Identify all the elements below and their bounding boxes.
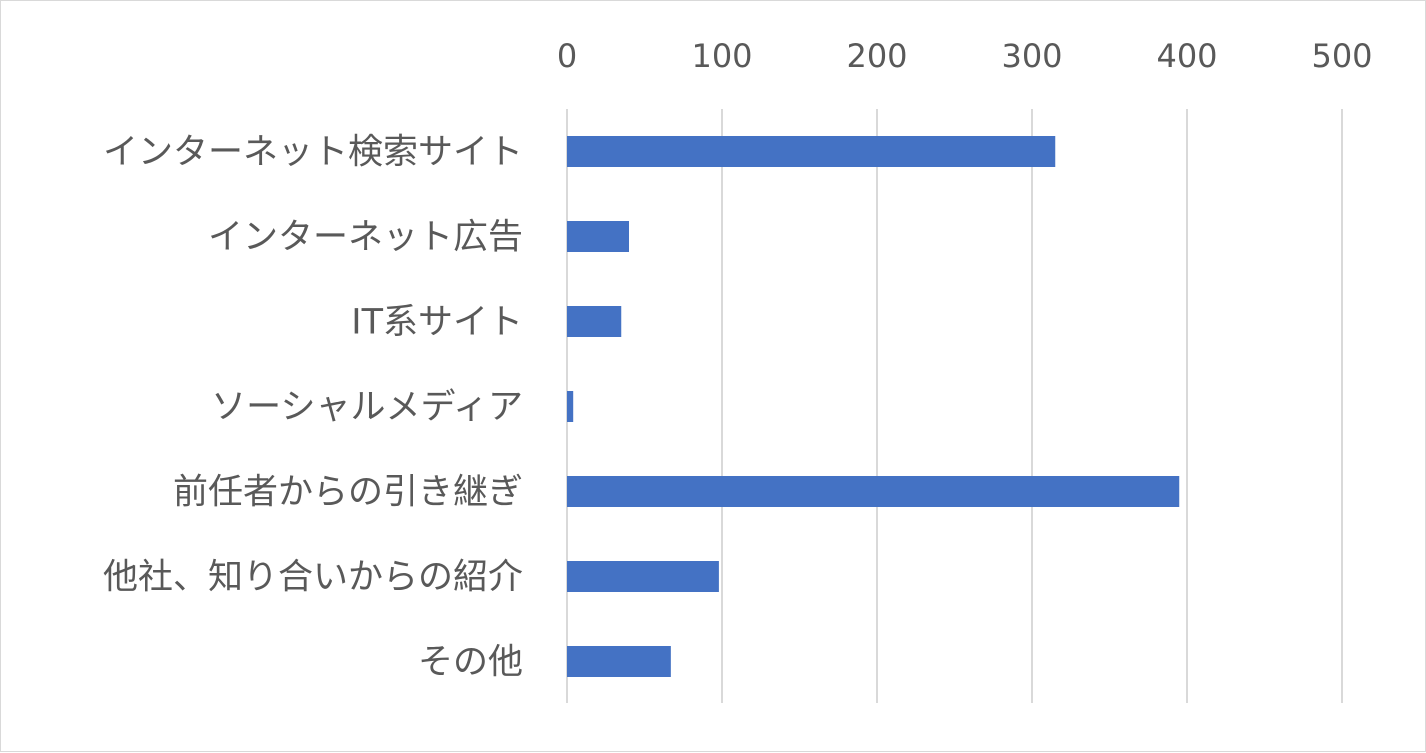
x-tick-label: 300 — [1001, 37, 1062, 75]
category-label: 他社、知り合いからの紹介 — [103, 558, 523, 598]
bars — [567, 136, 1180, 677]
bar — [567, 646, 671, 677]
x-tick-label: 500 — [1311, 37, 1372, 75]
bar — [567, 136, 1056, 167]
bar — [567, 306, 622, 337]
category-label: その他 — [418, 643, 523, 683]
gridlines — [566, 109, 1343, 703]
x-tick-label: 0 — [557, 37, 577, 75]
x-tick-label: 100 — [691, 37, 752, 75]
category-label: インターネット検索サイト — [103, 133, 523, 173]
x-tick-label: 400 — [1156, 37, 1217, 75]
bar — [567, 561, 719, 592]
category-label: インターネット広告 — [208, 218, 523, 258]
category-label: IT系サイト — [351, 303, 523, 343]
category-label: ソーシャルメディア — [211, 388, 523, 428]
x-axis-ticks: 0 100 200 300 400 500 — [557, 37, 1373, 75]
bar — [567, 391, 574, 422]
bar — [567, 476, 1180, 507]
x-tick-label: 200 — [846, 37, 907, 75]
category-label: 前任者からの引き継ぎ — [173, 473, 523, 513]
bar — [567, 221, 629, 252]
